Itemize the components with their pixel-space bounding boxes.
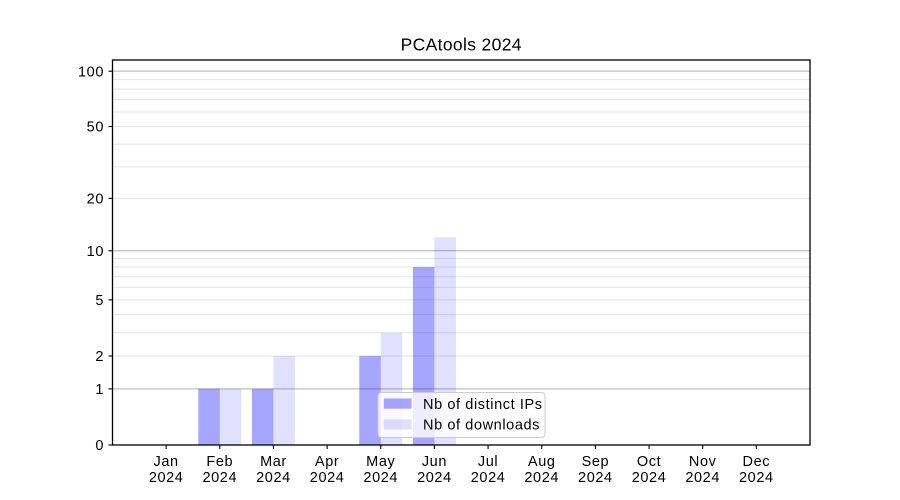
svg-text:100: 100 bbox=[78, 64, 104, 80]
svg-text:50: 50 bbox=[87, 120, 104, 136]
svg-text:Aug: Aug bbox=[528, 454, 556, 470]
svg-text:2024: 2024 bbox=[202, 470, 237, 486]
svg-text:2024: 2024 bbox=[685, 470, 720, 486]
svg-text:2024: 2024 bbox=[417, 470, 452, 486]
svg-text:May: May bbox=[366, 454, 395, 470]
svg-text:Mar: Mar bbox=[260, 454, 287, 470]
svg-text:2024: 2024 bbox=[471, 470, 506, 486]
svg-text:2024: 2024 bbox=[149, 470, 184, 486]
svg-text:2024: 2024 bbox=[578, 470, 613, 486]
svg-text:2: 2 bbox=[95, 349, 104, 365]
svg-text:2024: 2024 bbox=[524, 470, 559, 486]
svg-text:Nb of downloads: Nb of downloads bbox=[423, 418, 540, 434]
svg-text:Apr: Apr bbox=[315, 454, 339, 470]
svg-text:10: 10 bbox=[87, 244, 104, 260]
svg-text:20: 20 bbox=[87, 192, 104, 208]
svg-text:2024: 2024 bbox=[739, 470, 774, 486]
svg-text:2024: 2024 bbox=[256, 470, 291, 486]
svg-text:Dec: Dec bbox=[743, 454, 771, 470]
svg-text:0: 0 bbox=[95, 438, 104, 454]
svg-text:1: 1 bbox=[95, 382, 104, 398]
svg-text:2024: 2024 bbox=[310, 470, 345, 486]
svg-text:PCAtools 2024: PCAtools 2024 bbox=[401, 35, 522, 55]
svg-text:5: 5 bbox=[95, 293, 104, 309]
svg-text:Jan: Jan bbox=[154, 454, 179, 470]
svg-text:Sep: Sep bbox=[582, 454, 610, 470]
svg-text:Nb of distinct IPs: Nb of distinct IPs bbox=[423, 397, 543, 413]
svg-text:2024: 2024 bbox=[632, 470, 667, 486]
svg-text:Nov: Nov bbox=[689, 454, 717, 470]
svg-text:Jun: Jun bbox=[422, 454, 447, 470]
svg-text:2024: 2024 bbox=[363, 470, 398, 486]
svg-text:Feb: Feb bbox=[206, 454, 233, 470]
svg-text:Jul: Jul bbox=[478, 454, 498, 470]
svg-text:Oct: Oct bbox=[637, 454, 661, 470]
